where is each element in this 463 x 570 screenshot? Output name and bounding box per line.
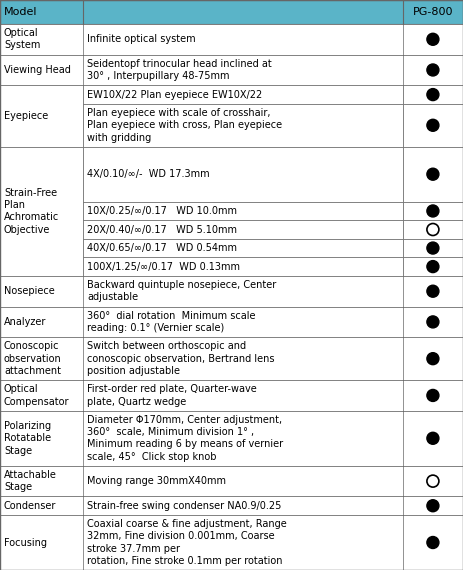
Bar [0,276,463,307]
Bar [0,496,463,515]
Bar [83,86,403,104]
Text: Focusing: Focusing [4,538,47,548]
Bar [403,104,463,146]
Text: Diameter Φ170mm, Center adjustment,
360°  scale, Minimum division 1° ,
Minimum r: Diameter Φ170mm, Center adjustment, 360°… [88,415,283,462]
Bar [0,86,83,146]
Bar [0,146,83,276]
Circle shape [427,316,439,328]
Text: Nosepiece: Nosepiece [4,286,55,296]
Text: Conoscopic
observation
attachment: Conoscopic observation attachment [4,341,62,376]
Circle shape [427,205,439,217]
Text: 20X/0.40/∞/0.17   WD 5.10mm: 20X/0.40/∞/0.17 WD 5.10mm [88,225,238,234]
Text: Backward quintuple nosepiece, Center
adjustable: Backward quintuple nosepiece, Center adj… [88,280,276,303]
Circle shape [427,536,439,548]
Text: Viewing Head: Viewing Head [4,65,71,75]
Text: 100X/1.25/∞/0.17  WD 0.13mm: 100X/1.25/∞/0.17 WD 0.13mm [88,262,240,271]
Text: Strain-free swing condenser NA0.9/0.25: Strain-free swing condenser NA0.9/0.25 [88,500,282,511]
Circle shape [427,64,439,76]
Circle shape [427,285,439,297]
Text: Attachable
Stage: Attachable Stage [4,470,57,492]
Text: Optical
Compensator: Optical Compensator [4,384,69,406]
Bar [403,202,463,220]
Text: Optical
System: Optical System [4,28,40,51]
Bar [403,220,463,239]
Circle shape [427,353,439,365]
Text: PG-800: PG-800 [413,7,453,17]
Bar [0,55,463,86]
Bar [403,146,463,202]
Circle shape [427,119,439,131]
Bar [83,202,403,220]
Text: 4X/0.10/∞/-  WD 17.3mm: 4X/0.10/∞/- WD 17.3mm [88,169,210,179]
Text: 10X/0.25/∞/0.17   WD 10.0mm: 10X/0.25/∞/0.17 WD 10.0mm [88,206,238,216]
Circle shape [427,260,439,272]
Text: Eyepiece: Eyepiece [4,111,48,121]
Bar [0,515,463,570]
Bar [83,146,403,202]
Text: Plan eyepiece with scale of crosshair,
Plan eyepiece with cross, Plan eyepiece
w: Plan eyepiece with scale of crosshair, P… [88,108,282,142]
Circle shape [427,432,439,444]
Bar [0,24,463,55]
Bar [83,220,403,239]
Bar [0,0,463,24]
Circle shape [427,168,439,180]
Bar [0,337,463,380]
Bar [0,466,463,496]
Text: Infinite optical system: Infinite optical system [88,34,196,44]
Bar [403,257,463,276]
Text: 360°  dial rotation  Minimum scale
reading: 0.1° (Vernier scale): 360° dial rotation Minimum scale reading… [88,311,256,333]
Text: First-order red plate, Quarter-wave
plate, Quartz wedge: First-order red plate, Quarter-wave plat… [88,384,257,406]
Text: Model: Model [4,7,38,17]
Bar [403,239,463,257]
Text: Strain-Free
Plan
Achromatic
Objective: Strain-Free Plan Achromatic Objective [4,188,59,235]
Bar [83,104,403,146]
Bar [403,86,463,104]
Text: Switch between orthoscopic and
conoscopic observation, Bertrand lens
position ad: Switch between orthoscopic and conoscopi… [88,341,275,376]
Text: 40X/0.65/∞/0.17   WD 0.54mm: 40X/0.65/∞/0.17 WD 0.54mm [88,243,238,253]
Text: Analyzer: Analyzer [4,317,46,327]
Circle shape [427,88,439,100]
Circle shape [427,33,439,45]
Bar [0,380,463,411]
Bar [83,257,403,276]
Circle shape [427,242,439,254]
Bar [0,307,463,337]
Bar [83,239,403,257]
Text: Coaxial coarse & fine adjustment, Range
32mm, Fine division 0.001mm, Coarse
stro: Coaxial coarse & fine adjustment, Range … [88,519,287,566]
Circle shape [427,389,439,401]
Bar [0,411,463,466]
Text: Polarizing
Rotatable
Stage: Polarizing Rotatable Stage [4,421,51,455]
Text: EW10X/22 Plan eyepiece EW10X/22: EW10X/22 Plan eyepiece EW10X/22 [88,89,263,100]
Text: Moving range 30mmX40mm: Moving range 30mmX40mm [88,476,226,486]
Text: Condenser: Condenser [4,500,56,511]
Text: Seidentopf trinocular head inclined at
30° , Interpupillary 48-75mm: Seidentopf trinocular head inclined at 3… [88,59,272,81]
Circle shape [427,500,439,512]
